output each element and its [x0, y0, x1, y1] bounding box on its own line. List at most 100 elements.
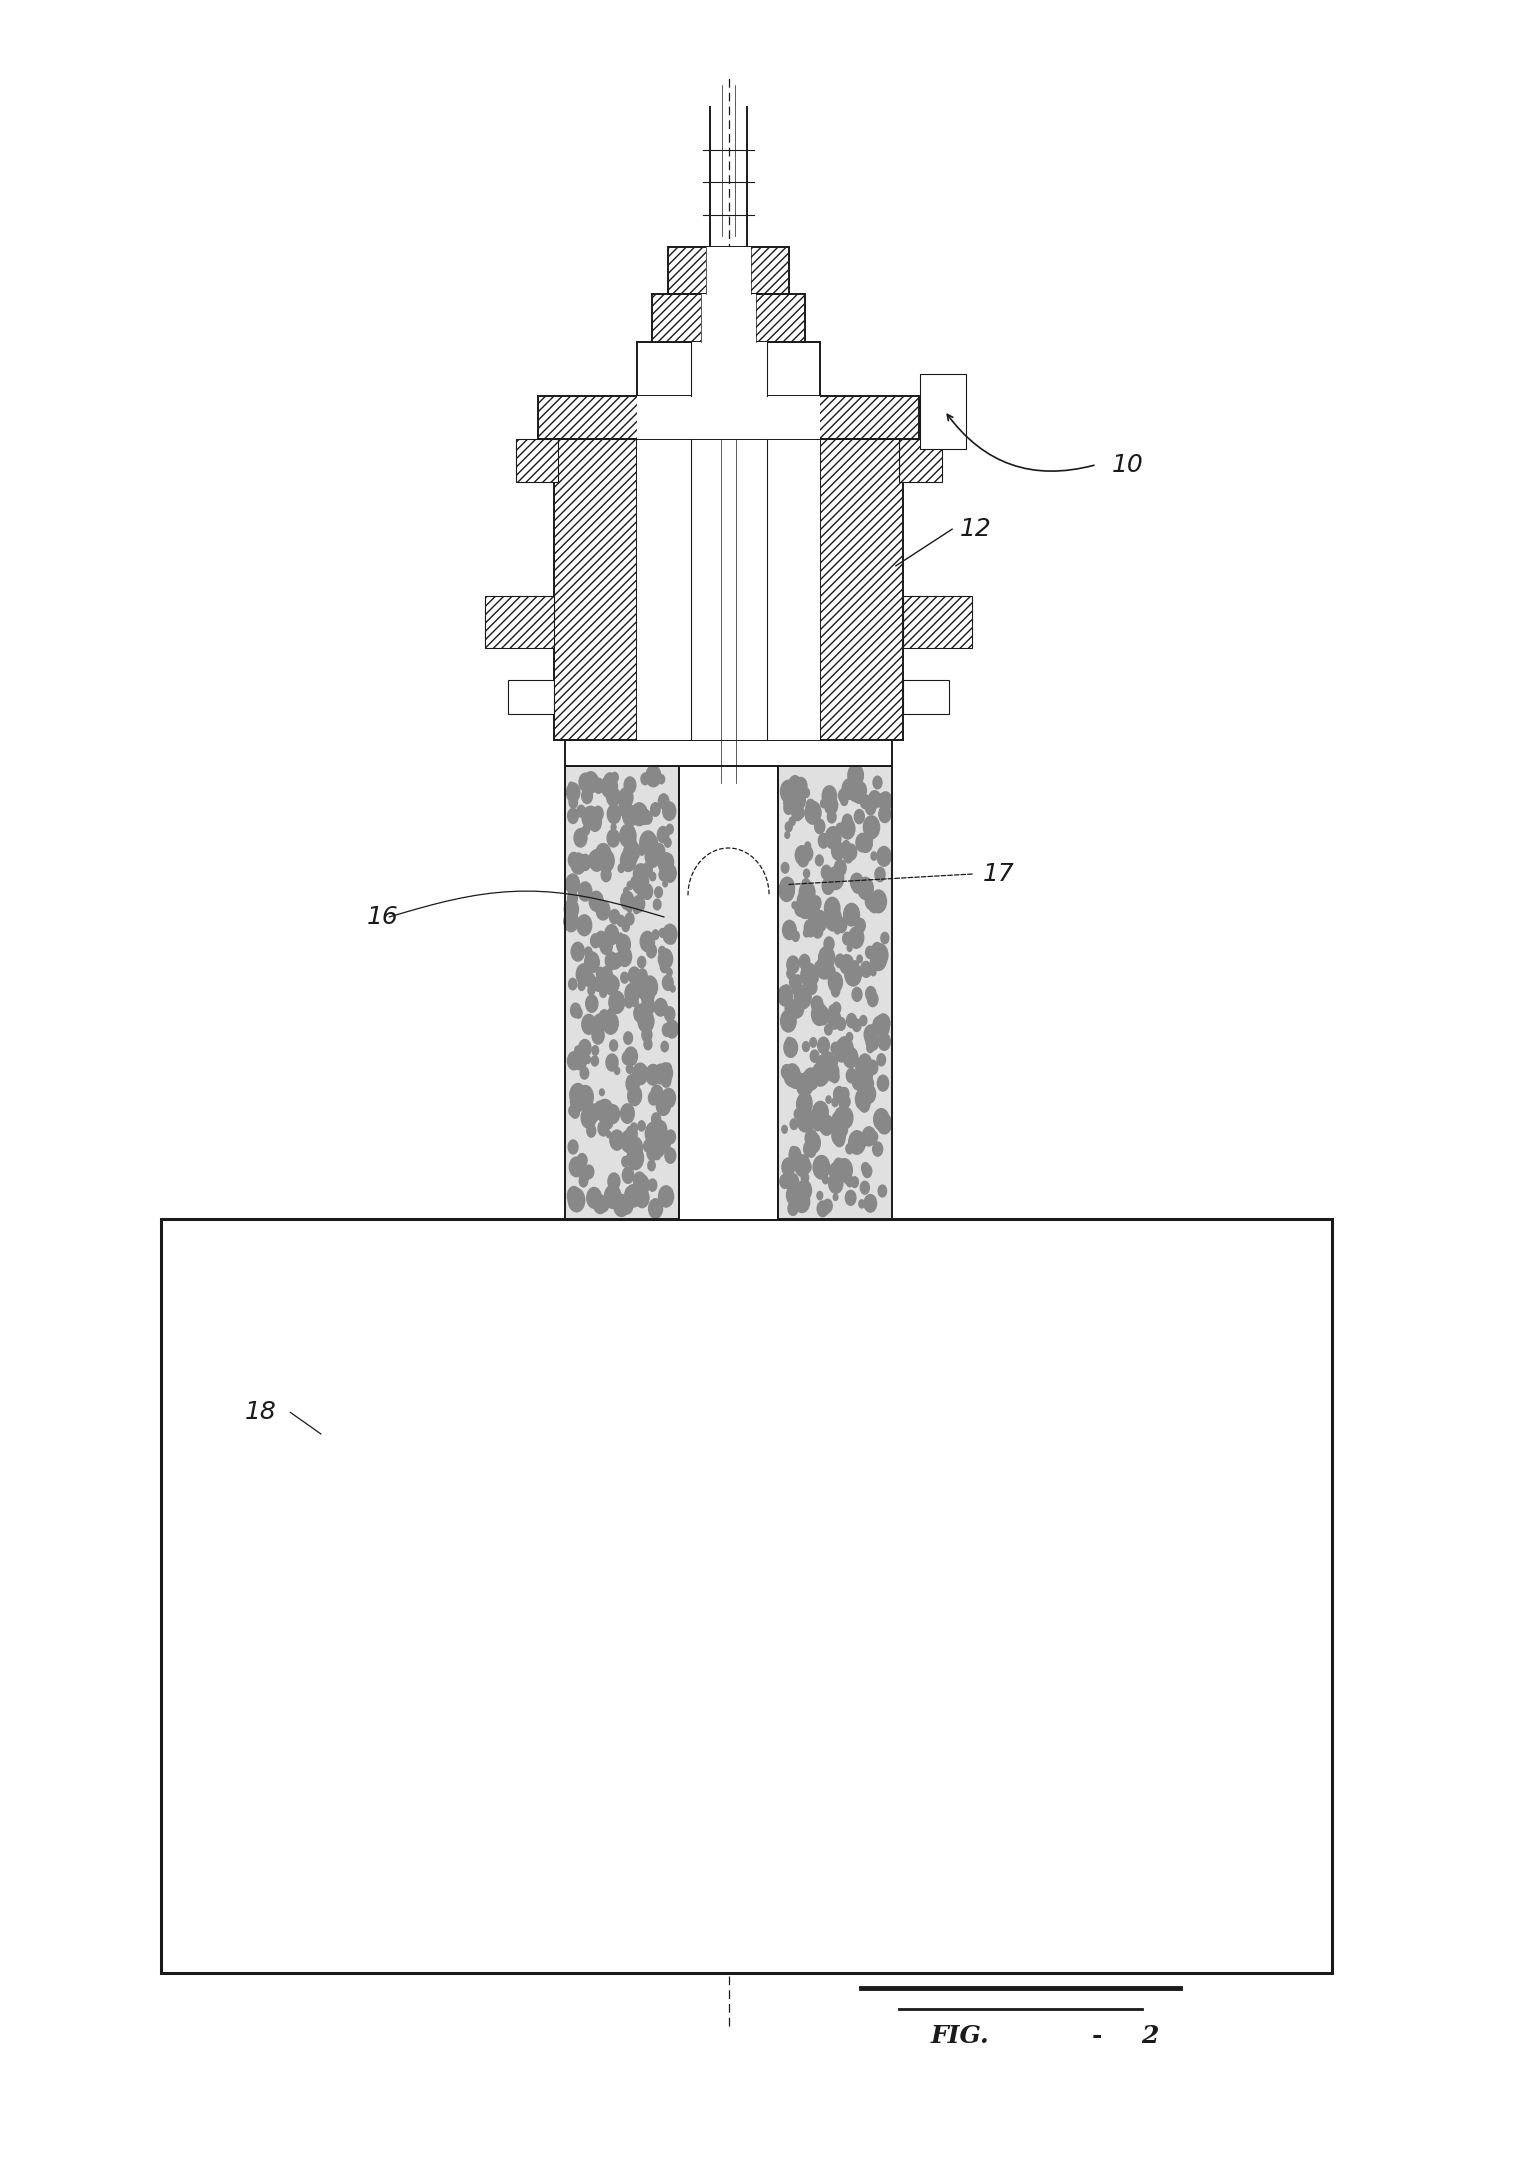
Circle shape: [590, 891, 604, 910]
Circle shape: [639, 889, 645, 897]
Circle shape: [575, 828, 587, 848]
Circle shape: [785, 822, 792, 833]
Circle shape: [829, 1173, 843, 1193]
Bar: [680, 766, 777, 1219]
Circle shape: [619, 947, 631, 966]
Circle shape: [593, 977, 604, 992]
Circle shape: [660, 1098, 668, 1107]
Circle shape: [576, 964, 591, 986]
Circle shape: [800, 964, 817, 988]
Circle shape: [786, 1173, 799, 1191]
Circle shape: [786, 1184, 802, 1206]
Circle shape: [829, 1163, 843, 1182]
Circle shape: [799, 882, 815, 904]
Circle shape: [578, 828, 585, 837]
Circle shape: [823, 1199, 832, 1212]
Circle shape: [789, 1148, 800, 1163]
Circle shape: [841, 796, 847, 805]
Circle shape: [648, 1145, 658, 1160]
Circle shape: [856, 956, 863, 962]
Circle shape: [570, 902, 576, 912]
Bar: [507, 679, 553, 714]
Circle shape: [639, 846, 645, 854]
Circle shape: [590, 852, 596, 861]
Circle shape: [597, 1122, 610, 1137]
Circle shape: [669, 934, 675, 945]
Circle shape: [782, 863, 789, 874]
Circle shape: [608, 1007, 614, 1018]
Circle shape: [663, 923, 677, 945]
Circle shape: [806, 800, 815, 811]
Circle shape: [565, 876, 579, 893]
Circle shape: [879, 807, 890, 822]
Circle shape: [838, 789, 847, 802]
Circle shape: [622, 1167, 634, 1184]
Circle shape: [852, 1018, 861, 1031]
Circle shape: [604, 1012, 619, 1033]
Circle shape: [789, 777, 802, 792]
Circle shape: [578, 1085, 593, 1109]
Circle shape: [847, 764, 864, 787]
Circle shape: [831, 1070, 840, 1083]
Circle shape: [625, 1184, 642, 1208]
Circle shape: [625, 1143, 631, 1152]
Circle shape: [651, 802, 660, 815]
Circle shape: [625, 1046, 637, 1066]
Circle shape: [824, 1025, 832, 1035]
Circle shape: [878, 1184, 887, 1197]
Circle shape: [658, 869, 668, 880]
Circle shape: [860, 1016, 867, 1027]
Circle shape: [579, 1096, 588, 1109]
Circle shape: [568, 852, 579, 867]
Circle shape: [593, 1195, 607, 1214]
Circle shape: [578, 981, 585, 990]
Circle shape: [591, 934, 600, 947]
Circle shape: [872, 945, 888, 966]
Circle shape: [794, 975, 802, 986]
Circle shape: [579, 882, 591, 902]
Circle shape: [794, 1109, 802, 1119]
Circle shape: [834, 1132, 844, 1148]
Circle shape: [646, 1063, 660, 1085]
Circle shape: [600, 867, 611, 882]
Circle shape: [861, 1091, 867, 1102]
Bar: [706, 246, 751, 293]
Circle shape: [619, 800, 626, 809]
Circle shape: [780, 1009, 796, 1031]
Circle shape: [828, 811, 837, 824]
Circle shape: [584, 807, 597, 826]
Circle shape: [582, 826, 590, 835]
Circle shape: [607, 787, 620, 807]
Circle shape: [625, 912, 634, 925]
Circle shape: [812, 923, 823, 938]
Circle shape: [645, 1038, 652, 1050]
Circle shape: [823, 1204, 831, 1214]
Circle shape: [779, 880, 794, 902]
Circle shape: [794, 899, 806, 917]
Circle shape: [567, 1053, 581, 1070]
Circle shape: [820, 951, 834, 971]
Circle shape: [626, 906, 632, 912]
Circle shape: [780, 1173, 789, 1189]
Circle shape: [783, 798, 789, 807]
Circle shape: [846, 1068, 856, 1083]
Circle shape: [879, 792, 892, 811]
Circle shape: [803, 930, 809, 936]
Circle shape: [645, 1122, 661, 1145]
Circle shape: [858, 1055, 872, 1072]
Circle shape: [663, 1022, 672, 1035]
Circle shape: [657, 1135, 671, 1152]
Circle shape: [660, 928, 666, 938]
Circle shape: [578, 915, 591, 936]
Circle shape: [597, 1100, 613, 1122]
Circle shape: [582, 1014, 596, 1033]
Circle shape: [661, 1089, 675, 1109]
Bar: [920, 373, 966, 449]
Circle shape: [626, 882, 632, 889]
Circle shape: [846, 843, 856, 861]
Circle shape: [803, 1163, 811, 1171]
Bar: [553, 438, 637, 740]
Circle shape: [852, 878, 863, 893]
Circle shape: [797, 1102, 808, 1115]
Circle shape: [870, 947, 887, 971]
